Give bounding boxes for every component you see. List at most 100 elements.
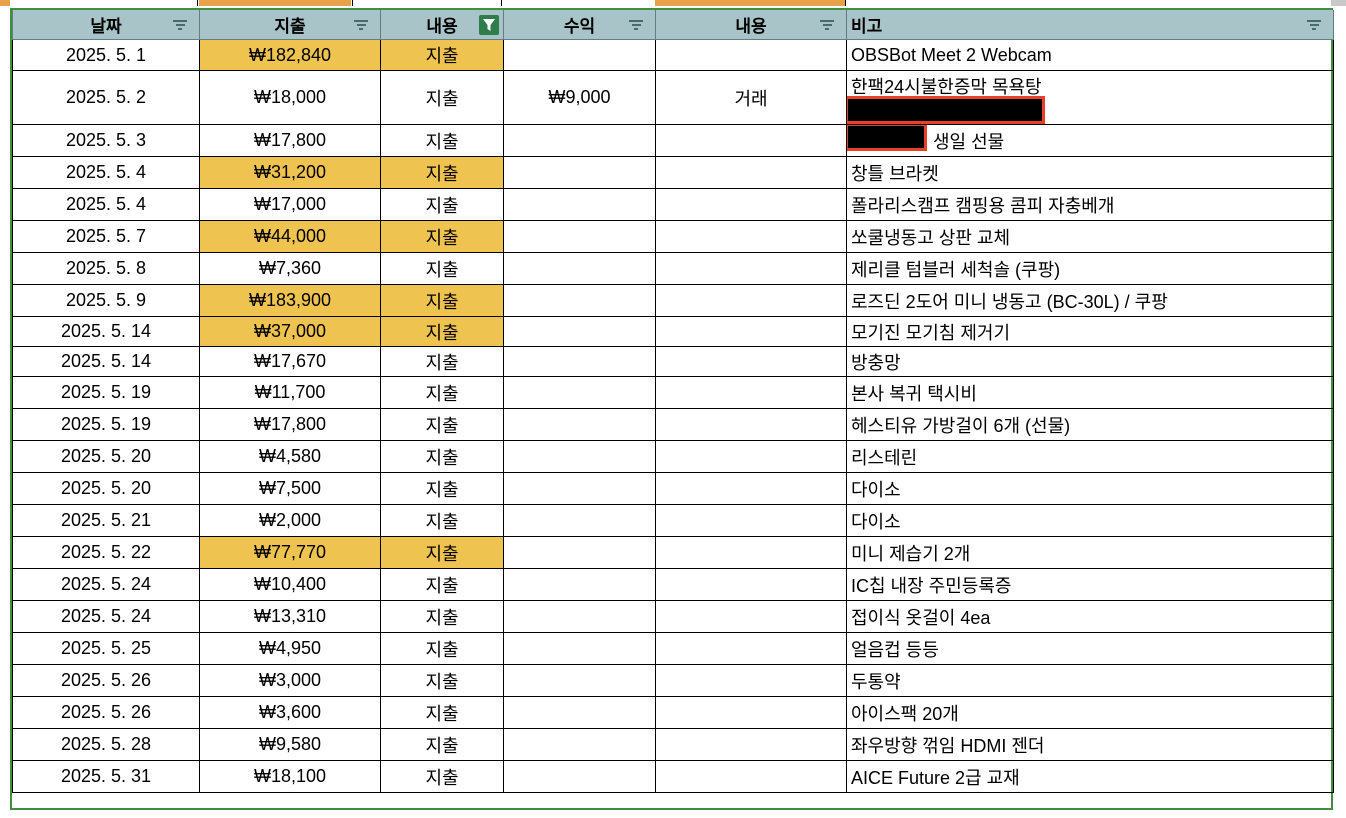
cell-date[interactable]: 2025. 5. 7 (12, 220, 200, 253)
cell-type[interactable]: 지출 (380, 472, 504, 505)
cell-note[interactable]: 아이스팩 20개 (846, 696, 1334, 729)
cell-date[interactable]: 2025. 5. 21 (12, 504, 200, 537)
cell-content[interactable] (655, 696, 847, 729)
cell-type[interactable]: 지출 (380, 188, 504, 221)
cell-date[interactable]: 2025. 5. 4 (12, 156, 200, 189)
cell-content[interactable] (655, 760, 847, 793)
header-note[interactable]: 비고 (846, 10, 1334, 40)
cell-expense[interactable]: ₩44,000 (199, 220, 381, 253)
cell-type[interactable]: 지출 (380, 124, 504, 157)
cell-income[interactable]: ₩9,000 (503, 70, 656, 125)
cell-date[interactable]: 2025. 5. 19 (12, 408, 200, 441)
cell-type[interactable]: 지출 (380, 346, 504, 377)
cell-content[interactable] (655, 376, 847, 409)
cell-expense[interactable]: ₩17,000 (199, 188, 381, 221)
cell-date[interactable]: 2025. 5. 9 (12, 284, 200, 317)
cell-date[interactable]: 2025. 5. 14 (12, 316, 200, 347)
cell-content[interactable] (655, 568, 847, 601)
cell-type[interactable]: 지출 (380, 408, 504, 441)
filter-icon[interactable] (173, 20, 187, 30)
cell-expense[interactable]: ₩13,310 (199, 600, 381, 633)
cell-income[interactable] (503, 408, 656, 441)
cell-note[interactable]: 생일 선물 (846, 124, 1334, 157)
cell-expense[interactable]: ₩31,200 (199, 156, 381, 189)
cell-content[interactable] (655, 728, 847, 761)
cell-note[interactable]: IC칩 내장 주민등록증 (846, 568, 1334, 601)
cell-type[interactable]: 지출 (380, 284, 504, 317)
cell-content[interactable] (655, 408, 847, 441)
cell-note[interactable]: 좌우방향 꺾임 HDMI 젠더 (846, 728, 1334, 761)
cell-content[interactable] (655, 316, 847, 347)
cell-note[interactable]: 다이소 (846, 472, 1334, 505)
cell-income[interactable] (503, 472, 656, 505)
cell-date[interactable]: 2025. 5. 31 (12, 760, 200, 793)
cell-expense[interactable]: ₩3,600 (199, 696, 381, 729)
cell-content[interactable] (655, 39, 847, 71)
cell-date[interactable]: 2025. 5. 8 (12, 252, 200, 285)
cell-type[interactable]: 지출 (380, 316, 504, 347)
cell-date[interactable]: 2025. 5. 25 (12, 632, 200, 665)
cell-income[interactable] (503, 664, 656, 697)
cell-type[interactable]: 지출 (380, 632, 504, 665)
cell-income[interactable] (503, 632, 656, 665)
cell-income[interactable] (503, 316, 656, 347)
cell-date[interactable]: 2025. 5. 4 (12, 188, 200, 221)
cell-content[interactable] (655, 156, 847, 189)
cell-note[interactable]: 리스테린 (846, 440, 1334, 473)
cell-content[interactable] (655, 504, 847, 537)
cell-date[interactable]: 2025. 5. 22 (12, 536, 200, 569)
cell-type[interactable]: 지출 (380, 568, 504, 601)
cell-expense[interactable]: ₩18,100 (199, 760, 381, 793)
cell-expense[interactable]: ₩18,000 (199, 70, 381, 125)
cell-type[interactable]: 지출 (380, 156, 504, 189)
cell-type[interactable]: 지출 (380, 696, 504, 729)
cell-type[interactable]: 지출 (380, 760, 504, 793)
cell-content[interactable] (655, 284, 847, 317)
cell-content[interactable] (655, 124, 847, 157)
cell-note[interactable]: 다이소 (846, 504, 1334, 537)
header-date[interactable]: 날짜 (12, 10, 200, 40)
filter-icon[interactable] (820, 20, 834, 30)
cell-expense[interactable]: ₩4,580 (199, 440, 381, 473)
cell-income[interactable] (503, 376, 656, 409)
cell-type[interactable]: 지출 (380, 440, 504, 473)
cell-content[interactable] (655, 536, 847, 569)
cell-expense[interactable]: ₩77,770 (199, 536, 381, 569)
cell-expense[interactable]: ₩10,400 (199, 568, 381, 601)
cell-note[interactable]: AICE Future 2급 교재 (846, 760, 1334, 793)
cell-expense[interactable]: ₩183,900 (199, 284, 381, 317)
cell-expense[interactable]: ₩11,700 (199, 376, 381, 409)
cell-note[interactable]: OBSBot Meet 2 Webcam (846, 39, 1334, 71)
cell-date[interactable]: 2025. 5. 20 (12, 440, 200, 473)
cell-note[interactable]: 본사 복귀 택시비 (846, 376, 1334, 409)
cell-income[interactable] (503, 600, 656, 633)
cell-income[interactable] (503, 188, 656, 221)
cell-type[interactable]: 지출 (380, 220, 504, 253)
cell-content[interactable] (655, 252, 847, 285)
cell-income[interactable] (503, 39, 656, 71)
cell-note[interactable]: 폴라리스캠프 캠핑용 콤피 자충베개 (846, 188, 1334, 221)
cell-type[interactable]: 지출 (380, 39, 504, 71)
cell-type[interactable]: 지출 (380, 252, 504, 285)
header-type[interactable]: 내용 (380, 10, 504, 40)
cell-note[interactable]: 창틀 브라켓 (846, 156, 1334, 189)
cell-note[interactable]: 로즈딘 2도어 미니 냉동고 (BC-30L) / 쿠팡 (846, 284, 1334, 317)
cell-expense[interactable]: ₩7,360 (199, 252, 381, 285)
cell-type[interactable]: 지출 (380, 536, 504, 569)
cell-income[interactable] (503, 696, 656, 729)
cell-income[interactable] (503, 536, 656, 569)
cell-type[interactable]: 지출 (380, 728, 504, 761)
cell-note[interactable]: 얼음컵 등등 (846, 632, 1334, 665)
cell-content[interactable] (655, 664, 847, 697)
cell-expense[interactable]: ₩17,670 (199, 346, 381, 377)
cell-income[interactable] (503, 252, 656, 285)
cell-content[interactable] (655, 600, 847, 633)
cell-expense[interactable]: ₩3,000 (199, 664, 381, 697)
header-expense[interactable]: 지출 (199, 10, 381, 40)
cell-content[interactable] (655, 346, 847, 377)
cell-expense[interactable]: ₩4,950 (199, 632, 381, 665)
cell-note[interactable]: 헤스티유 가방걸이 6개 (선물) (846, 408, 1334, 441)
cell-income[interactable] (503, 504, 656, 537)
cell-note[interactable]: 쏘쿨냉동고 상판 교체 (846, 220, 1334, 253)
cell-income[interactable] (503, 728, 656, 761)
